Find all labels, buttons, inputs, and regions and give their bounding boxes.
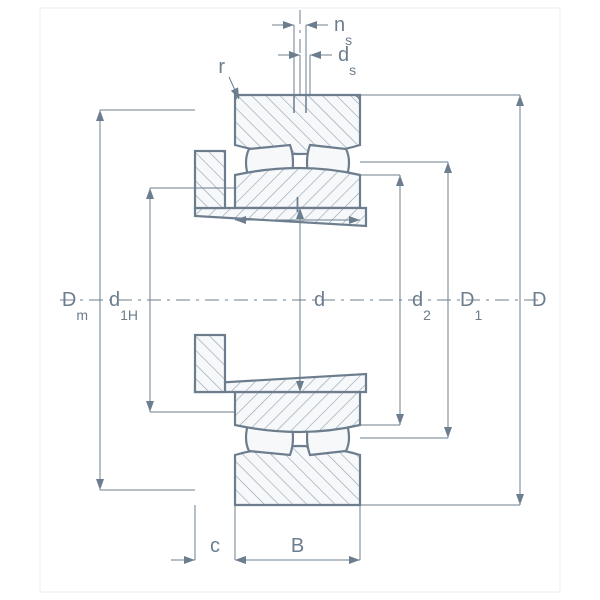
- dim-d-label: d: [314, 289, 325, 311]
- outer-ring-bottom: [235, 446, 360, 505]
- dim-c-label: c: [210, 535, 220, 557]
- locknut-top: [195, 151, 225, 208]
- dim-Dm-label: Dm: [62, 289, 88, 323]
- adapter-sleeve-top: [195, 208, 366, 226]
- dim-l-label: l: [295, 195, 299, 217]
- dim-d1H-label: d1H: [109, 289, 138, 323]
- dim-r-label: r: [218, 56, 225, 78]
- dim-D1-label: D1: [460, 289, 482, 323]
- dim-B-label: B: [291, 535, 304, 557]
- outer-ring-top: [235, 95, 360, 154]
- dim-d2-label: d2: [412, 289, 431, 323]
- bearing-cross-section-diagram: Dm d1H d2 D1 Dd l r nsds c B: [0, 0, 600, 600]
- dim-ns-label: ns: [334, 14, 352, 48]
- drawing-body: Dm d1H d2 D1 Dd l r nsds c B: [40, 8, 560, 592]
- dim-D-label: D: [532, 289, 546, 311]
- dim-ds-label: ds: [338, 44, 356, 78]
